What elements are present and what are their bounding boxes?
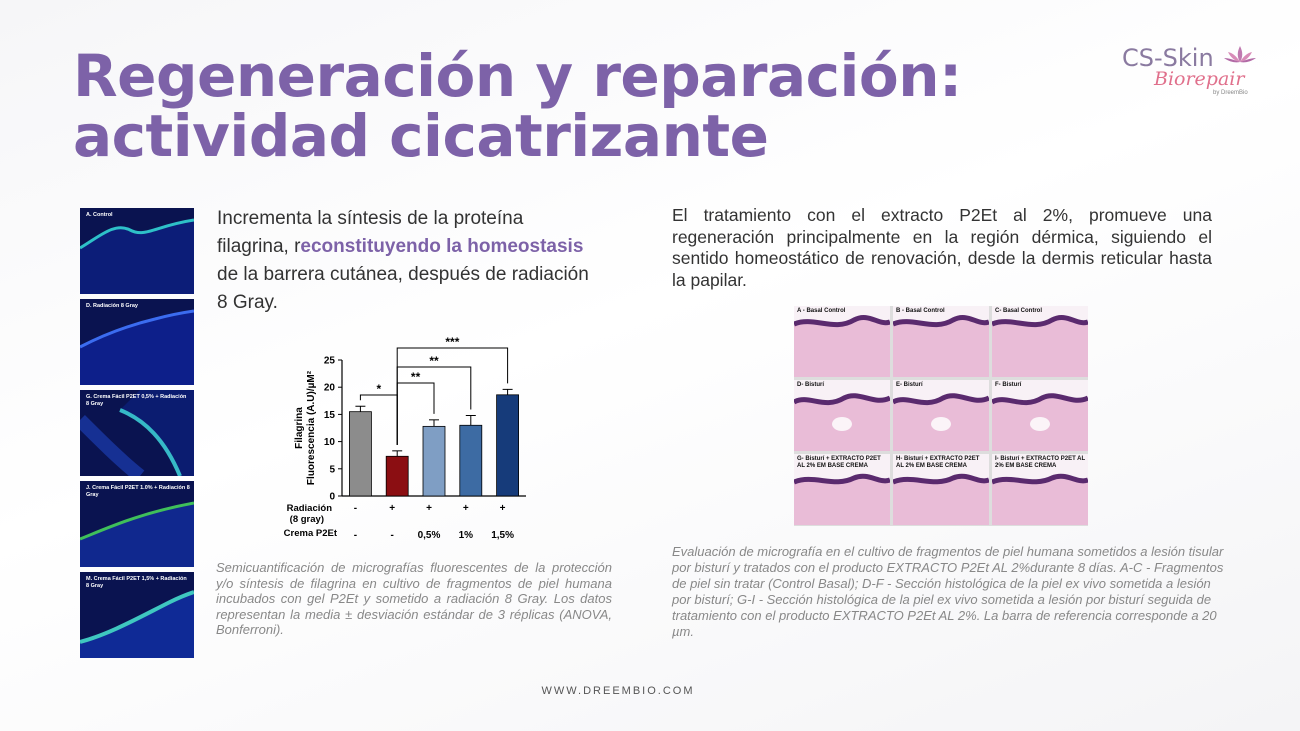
histology-image [794, 380, 890, 451]
intro-part-2: de la barrera cutánea, después de radiac… [217, 264, 589, 313]
row-label-radiacion: Radiación (8 gray) [287, 503, 333, 525]
y-tick-label: 15 [324, 410, 336, 421]
right-description: El tratamiento con el extracto P2Et al 2… [672, 205, 1212, 290]
histology-grid: A - Basal Control B - Basal Control C- Bas… [794, 306, 1088, 526]
histology-label: B - Basal Control [896, 308, 945, 314]
title-line-1: Regeneración y reparación: [73, 42, 962, 110]
radiacion-value: + [500, 503, 506, 514]
chart-svg: 0 5 10 15 20 25 FilagrinaFluorescencia (A.U)/µ… [284, 335, 526, 541]
radiacion-value: + [463, 503, 469, 514]
crema-value: 0,5% [418, 530, 441, 541]
histology-image [893, 454, 989, 525]
intro-highlight: econstituyendo la homeostasis [300, 236, 584, 257]
bar [422, 425, 446, 497]
radiacion-value: - [354, 503, 357, 514]
significance-label: ** [429, 354, 439, 368]
bar [385, 455, 409, 497]
micrograph-label: M. Crema Fácil P2ET 1,5% + Radiación 8 G… [86, 576, 187, 589]
fluorescence-micrographs: A. Control D. Radiación 8 Gray G. Crema … [80, 208, 194, 663]
y-tick-label: 0 [329, 492, 335, 503]
histology-image [893, 306, 989, 377]
micrograph-label: G. Crema Fácil P2ET 0,5% + Radiación 8 G… [86, 394, 187, 407]
crema-value: 1,5% [491, 530, 514, 541]
histology-image [893, 380, 989, 451]
page-title: Regeneración y reparación: actividad cic… [73, 46, 962, 166]
histology-tile: D- Bisturí [794, 380, 890, 451]
histology-label: D- Bisturí [797, 382, 824, 388]
significance-bracket [396, 347, 509, 445]
micrograph-image [80, 309, 194, 385]
radiacion-value: + [426, 503, 432, 514]
brand-logo: CS-Skin Biorepair by DreemBio [1118, 44, 1258, 104]
histology-label: I- Bisturí + EXTRACTO P2ET AL 2% EM BASE… [995, 456, 1086, 469]
y-axis-label: FilagrinaFluorescencia (A.U)/µM² [294, 370, 317, 485]
histology-label: C- Basal Control [995, 308, 1043, 314]
crema-value: 1% [459, 530, 474, 541]
micrograph: M. Crema Fácil P2ET 1,5% + Radiación 8 G… [80, 572, 194, 658]
histology-tile: F- Bisturí [992, 380, 1088, 451]
bar [349, 411, 372, 497]
crema-value: - [391, 530, 394, 541]
micrograph: J. Crema Fácil P2ET 1.0% + Radiación 8 G… [80, 481, 194, 567]
intro-text: Incrementa la síntesis de la proteína fi… [217, 205, 597, 317]
micrograph-image [80, 590, 194, 658]
histology-label: E- Bisturí [896, 382, 923, 388]
logo-line-2: Biorepair [1154, 68, 1245, 90]
logo-byline: by DreemBio [1213, 90, 1248, 96]
histology-tile: C- Basal Control [992, 306, 1088, 377]
radiacion-value: + [389, 503, 395, 514]
filagrina-bar-chart: 0 5 10 15 20 25 FilagrinaFluorescencia (A.U)/µ… [280, 335, 550, 550]
histology-image [992, 306, 1088, 377]
y-tick-label: 10 [324, 437, 336, 448]
histology-tile: E- Bisturí [893, 380, 989, 451]
lotus-icon [1224, 46, 1256, 63]
row-label-crema: Crema P2Et [284, 528, 338, 539]
significance-label: ** [411, 370, 421, 384]
micrograph-image [80, 218, 194, 294]
histology-image [794, 454, 890, 525]
histology-image [794, 306, 890, 377]
significance-label: *** [445, 335, 459, 349]
y-tick-label: 25 [324, 356, 336, 367]
micrograph: A. Control [80, 208, 194, 294]
micrograph-image [80, 390, 194, 476]
caption-left: Semicuantificación de micrografías fluor… [216, 560, 612, 637]
histology-label: A - Basal Control [797, 308, 846, 314]
histology-image [992, 454, 1088, 525]
logo-line-1: CS-Skin [1122, 44, 1214, 72]
micrograph-image [80, 501, 194, 567]
bar [459, 424, 483, 497]
significance-label: * [376, 382, 381, 396]
histology-label: G- Bisturí + EXTRACTO P2ET AL 2% EM BASE… [797, 456, 881, 469]
micrograph: D. Radiación 8 Gray [80, 299, 194, 385]
y-tick-label: 20 [324, 383, 336, 394]
histology-tile: I- Bisturí + EXTRACTO P2ET AL 2% EM BASE… [992, 454, 1088, 525]
title-line-2: actividad cicatrizante [73, 102, 769, 170]
histology-tile: B - Basal Control [893, 306, 989, 377]
y-tick-label: 5 [329, 464, 335, 475]
caption-right: Evaluación de micrografía en el cultivo … [672, 544, 1224, 639]
histology-tile: A - Basal Control [794, 306, 890, 377]
micrograph-label: J. Crema Fácil P2ET 1.0% + Radiación 8 G… [86, 485, 190, 498]
micrograph-label: D. Radiación 8 Gray [86, 303, 138, 309]
micrograph-label: A. Control [86, 212, 113, 218]
crema-value: - [354, 530, 357, 541]
histology-tile: H- Bisturí + EXTRACTO P2ET AL 2% EM BASE… [893, 454, 989, 525]
histology-label: F- Bisturí [995, 382, 1022, 388]
micrograph: G. Crema Fácil P2ET 0,5% + Radiación 8 G… [80, 390, 194, 476]
intro-part-1: Incrementa la síntesis de la proteína fi… [217, 208, 524, 257]
footer-url: WWW.DREEMBIO.COM [541, 685, 695, 697]
bar [496, 394, 520, 497]
histology-tile: G- Bisturí + EXTRACTO P2ET AL 2% EM BASE… [794, 454, 890, 525]
histology-image [992, 380, 1088, 451]
histology-label: H- Bisturí + EXTRACTO P2ET AL 2% EM BASE… [896, 456, 980, 469]
